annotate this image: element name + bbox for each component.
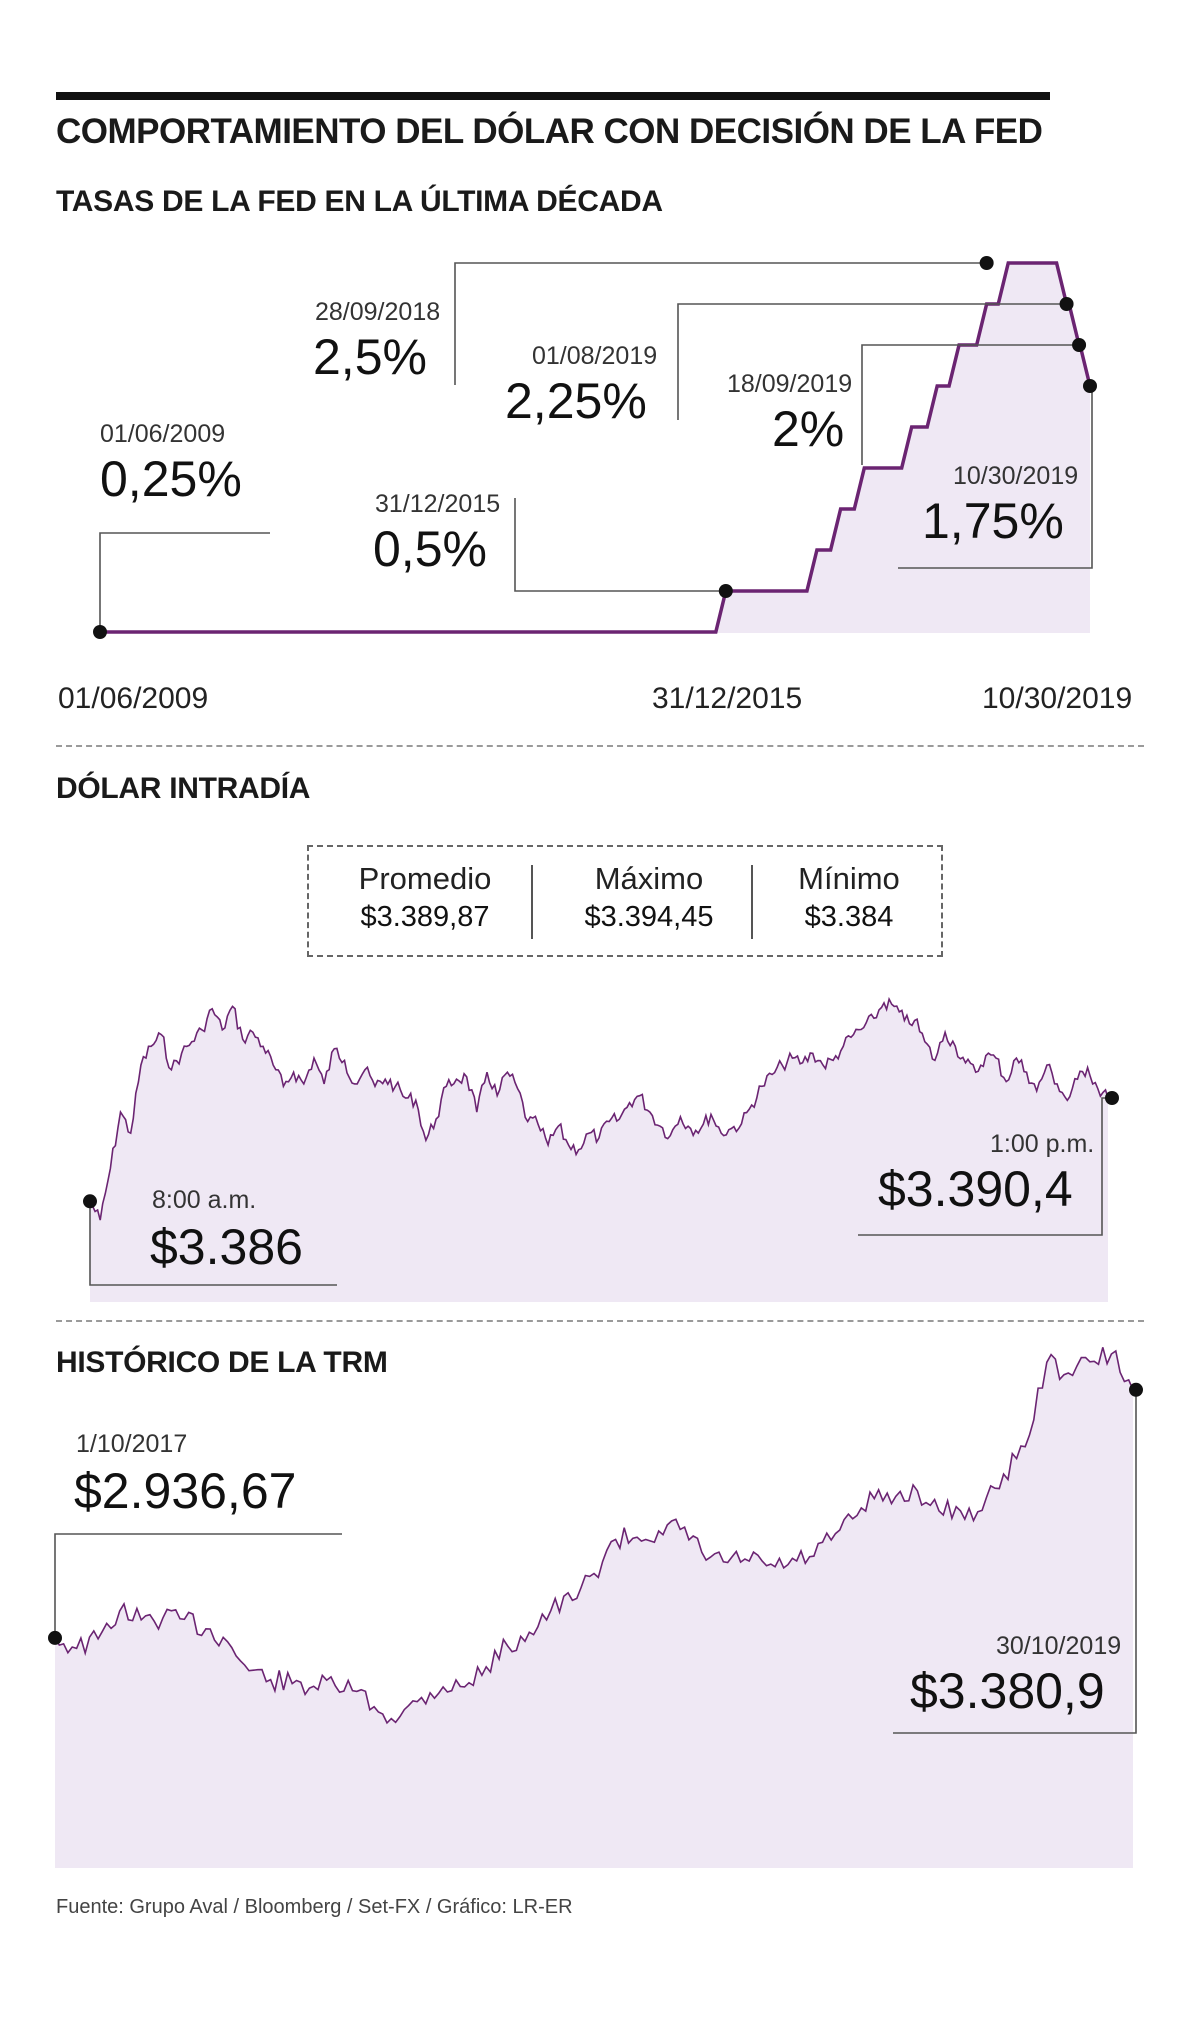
stat-min-value: $3.384 [804, 901, 894, 933]
section-divider [56, 1320, 1144, 1322]
fed-leader-2019-08 [677, 303, 1067, 420]
main-title: COMPORTAMIENTO DEL DÓLAR CON DECISIÓN DE… [56, 112, 1043, 151]
intraday-end-time: 1:00 p.m. [990, 1130, 1095, 1158]
fed-label-date-2019-08: 01/08/2019 [532, 342, 658, 370]
fed-label-value-2015: 0,5% [373, 521, 487, 577]
trm-end-date: 30/10/2019 [996, 1632, 1122, 1660]
fed-point-1 [718, 584, 733, 598]
fed-axis-label-mid: 31/12/2015 [652, 682, 803, 715]
fed-leader-2019-09 [861, 344, 1080, 465]
trm-end-value: $3.380,9 [910, 1663, 1105, 1719]
fed-axis-label-start: 01/06/2009 [58, 682, 209, 715]
fed-section-title: TASAS DE LA FED EN LA ÚLTIMA DÉCADA [56, 185, 663, 218]
fed-area [100, 263, 1090, 633]
fed-label-date-2015: 31/12/2015 [375, 490, 501, 518]
intraday-start-value: $3.386 [150, 1219, 303, 1275]
trm-leader-start [54, 1533, 342, 1638]
fed-point-5 [1083, 379, 1097, 393]
fed-label-value-2019-10: 1,75% [922, 493, 1064, 549]
intraday-start-point [83, 1194, 97, 1209]
stat-max-value: $3.394,45 [584, 901, 714, 933]
intraday-start-time: 8:00 a.m. [152, 1186, 257, 1214]
trm-section-title: HISTÓRICO DE LA TRM [56, 1346, 388, 1379]
trm-area [55, 1347, 1133, 1868]
fed-point-0 [93, 625, 107, 639]
intraday-end-point [1105, 1091, 1119, 1105]
fed-label-date-2018: 28/09/2018 [315, 298, 441, 326]
fed-label-value-2018: 2,5% [313, 329, 427, 385]
intraday-chart [83, 996, 1119, 1302]
fed-leader-2009 [99, 532, 270, 632]
stat-average-value: $3.389,87 [360, 901, 490, 933]
stat-max: Máximo $3.394,45 [549, 861, 749, 934]
trm-start-point [48, 1630, 62, 1645]
fed-leader-2018 [454, 262, 987, 385]
intraday-line [89, 996, 1109, 1221]
fed-label-value-2019-09: 2% [772, 401, 845, 457]
intraday-section-title: DÓLAR INTRADÍA [56, 772, 311, 805]
intraday-area [90, 999, 1108, 1302]
stat-min-label: Mínimo [798, 861, 900, 896]
fed-axis-label-end: 10/30/2019 [982, 682, 1133, 715]
trm-line [54, 1347, 1134, 1725]
source-note: Fuente: Grupo Aval / Bloomberg / Set-FX … [56, 1896, 573, 1918]
intraday-end-value: $3.390,4 [878, 1161, 1073, 1217]
fed-label-value-2019-08: 2,25% [505, 373, 647, 429]
trm-start-date: 1/10/2017 [76, 1430, 188, 1458]
stat-max-label: Máximo [594, 861, 704, 896]
trm-end-point [1129, 1382, 1143, 1397]
stat-average: Promedio $3.389,87 [325, 861, 525, 934]
fed-point-3 [1059, 297, 1074, 311]
trm-chart [48, 1347, 1143, 1868]
fed-label-date-2019-09: 18/09/2019 [727, 370, 853, 398]
stat-separator [751, 865, 753, 939]
fed-label-date-2019-10: 10/30/2019 [953, 462, 1079, 490]
stat-min: Mínimo $3.384 [749, 861, 949, 934]
intraday-stats-box: Promedio $3.389,87 Máximo $3.394,45 Míni… [307, 845, 943, 957]
fed-leader-2015 [514, 498, 726, 592]
trm-start-value: $2.936,67 [74, 1463, 297, 1519]
stat-average-label: Promedio [358, 861, 492, 896]
fed-point-4 [1072, 338, 1087, 352]
stat-separator [531, 865, 533, 939]
fed-label-date-2009: 01/06/2009 [100, 420, 226, 448]
intraday-leader-start [89, 1201, 337, 1286]
section-divider [56, 745, 1144, 747]
fed-rate-chart [93, 256, 1097, 639]
fed-label-value-2009: 0,25% [100, 451, 242, 507]
top-rule [56, 92, 1050, 100]
fed-point-2 [979, 256, 994, 270]
